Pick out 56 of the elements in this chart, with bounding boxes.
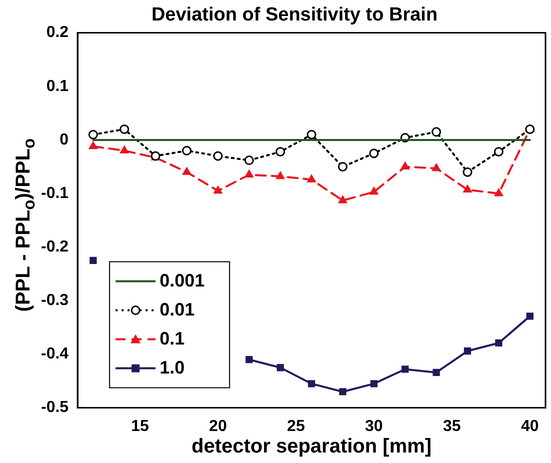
point: [306, 130, 316, 140]
point: [402, 366, 409, 373]
point: [432, 164, 441, 172]
y-tick-label: -0.5: [40, 399, 69, 416]
point: [244, 156, 254, 166]
legend-label: 0.01: [160, 299, 195, 320]
point: [370, 187, 378, 195]
legend-label: 1.0: [160, 357, 185, 378]
y-tick-label: -0.1: [40, 184, 69, 202]
legend-label: 0.1: [160, 328, 185, 348]
x-tick-label: 15: [131, 418, 149, 435]
point: [120, 146, 129, 154]
x-tick-label: 30: [365, 418, 383, 435]
point: [120, 124, 130, 134]
point: [462, 167, 472, 177]
chart-title: Deviation of Sensitivity to Brain: [151, 4, 438, 26]
x-axis-title: detector separation [mm]: [192, 436, 432, 458]
point: [246, 356, 253, 364]
point: [307, 174, 316, 182]
point: [276, 146, 286, 156]
y-tick-label: 0: [60, 131, 69, 148]
y-tick-label: -0.4: [40, 346, 69, 363]
point: [90, 256, 97, 264]
point: [400, 162, 410, 170]
point: [308, 380, 316, 388]
point: [213, 151, 223, 161]
point: [370, 380, 378, 388]
point: [526, 312, 534, 320]
point: [432, 127, 442, 137]
point: [276, 172, 285, 180]
point: [244, 170, 254, 178]
point: [495, 339, 502, 347]
x-tick-label: 40: [521, 418, 539, 435]
y-tick-label: -0.2: [40, 238, 69, 256]
point: [464, 347, 472, 355]
y-tick-label: 0.1: [46, 78, 69, 95]
point: [182, 167, 191, 175]
legend-label: 0.001: [160, 270, 205, 290]
point: [339, 388, 346, 396]
point: [214, 186, 222, 194]
point: [338, 196, 347, 204]
y-tick-label: -0.3: [40, 292, 69, 310]
x-tick-label: 35: [443, 418, 461, 435]
x-tick-label: 20: [209, 418, 227, 435]
point: [369, 148, 379, 158]
x-tick-label: 25: [287, 418, 305, 435]
point: [432, 368, 440, 376]
y-tick-label: 0.2: [46, 24, 69, 42]
point: [88, 142, 98, 150]
point: [88, 130, 98, 140]
point: [463, 185, 472, 193]
point: [338, 162, 348, 172]
point: [494, 188, 503, 196]
point: [182, 146, 192, 156]
point: [494, 146, 504, 156]
point: [276, 364, 284, 372]
